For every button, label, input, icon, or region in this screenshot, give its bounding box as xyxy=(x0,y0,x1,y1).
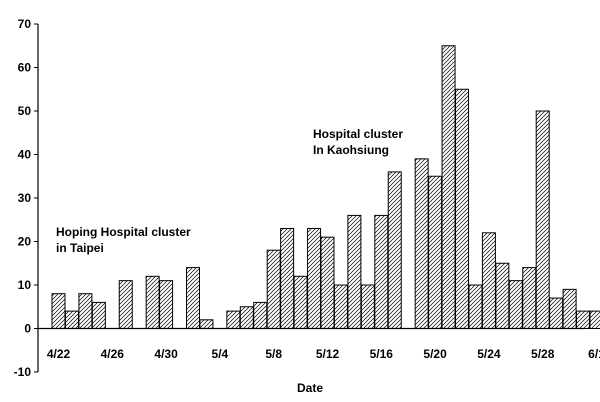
y-tick-label: 10 xyxy=(18,278,32,292)
bar-5-23 xyxy=(468,284,483,329)
bar-5-16 xyxy=(374,214,389,329)
bar-5-27 xyxy=(522,267,537,330)
x-tick-label: 5/16 xyxy=(370,347,394,361)
y-tick-label: 50 xyxy=(18,104,32,118)
bar-5-13 xyxy=(333,284,348,329)
x-tick-label: 6/1 xyxy=(588,347,600,361)
bar-5-30 xyxy=(562,288,577,330)
bar-4-23 xyxy=(64,310,79,330)
x-axis-title: Date xyxy=(297,381,323,395)
x-axis: 4/22 4/26 4/30 5/4 5/8 5/12 5/16 5/20 5/24 5/28 6/… xyxy=(38,327,600,361)
y-tick-label: 40 xyxy=(18,148,32,162)
bar-4-24 xyxy=(78,293,93,330)
x-tick-label: 5/24 xyxy=(477,347,501,361)
bar-5-6 xyxy=(239,306,254,329)
x-tick-label: 4/30 xyxy=(154,347,178,361)
bar-4-30 xyxy=(159,280,174,329)
x-tick-label: 5/12 xyxy=(316,347,340,361)
bar-6-1 xyxy=(589,310,600,330)
annotation-taipei-line-2: in Taipei xyxy=(56,241,104,255)
bars xyxy=(51,45,600,330)
bar-5-25 xyxy=(495,262,510,329)
bar-4-27 xyxy=(118,280,133,329)
bar-5-21 xyxy=(441,45,456,329)
bar-5-12 xyxy=(320,236,335,329)
bar-5-2 xyxy=(186,267,200,330)
bar-5-20 xyxy=(428,175,443,329)
bar-5-10 xyxy=(293,275,308,329)
bar-5-3 xyxy=(199,319,214,329)
x-tick-label: 5/20 xyxy=(423,347,447,361)
bar-5-8 xyxy=(266,249,281,329)
bar-4-29 xyxy=(145,275,160,329)
y-tick-label: 30 xyxy=(18,191,32,205)
bar-5-24 xyxy=(481,232,496,329)
bar-5-26 xyxy=(508,280,523,329)
bar-5-17 xyxy=(387,171,402,329)
bar-5-9 xyxy=(280,227,295,329)
x-tick-label: 4/22 xyxy=(47,347,71,361)
x-tick-label: 5/8 xyxy=(265,347,282,361)
bar-4-25 xyxy=(91,301,106,329)
bar-5-11 xyxy=(307,227,322,329)
bar-5-7 xyxy=(253,301,268,329)
bar-5-14 xyxy=(347,214,362,329)
annotation-taipei-line-1: Hoping Hospital cluster xyxy=(56,225,191,239)
annotation-kaohsiung-line-2: In Kaohsiung xyxy=(313,143,389,157)
bar-5-31 xyxy=(576,310,591,330)
y-axis: -10 0 10 20 30 40 50 60 70 xyxy=(14,17,39,379)
annotation-kaohsiung-line-1: Hospital cluster xyxy=(313,127,403,141)
x-tick-label: 4/26 xyxy=(101,347,125,361)
annotation-taipei: Hoping Hospital cluster in Taipei xyxy=(56,225,191,255)
bar-5-22 xyxy=(455,88,469,329)
bar-5-29 xyxy=(549,297,564,329)
bar-5-28 xyxy=(535,110,550,329)
bar-5-19 xyxy=(414,158,429,329)
bar-5-15 xyxy=(360,284,375,329)
bar-4-22 xyxy=(51,293,66,330)
y-tick-label: 20 xyxy=(18,235,32,249)
bar-5-5 xyxy=(226,310,241,330)
x-tick-label: 5/28 xyxy=(531,347,555,361)
x-tick-label: 5/4 xyxy=(212,347,229,361)
y-tick-label: 60 xyxy=(18,61,32,75)
y-tick-label: 70 xyxy=(18,17,32,31)
annotation-kaohsiung: Hospital cluster In Kaohsiung xyxy=(313,127,403,157)
y-tick-label: 0 xyxy=(24,322,31,336)
y-tick-label: -10 xyxy=(14,365,32,379)
